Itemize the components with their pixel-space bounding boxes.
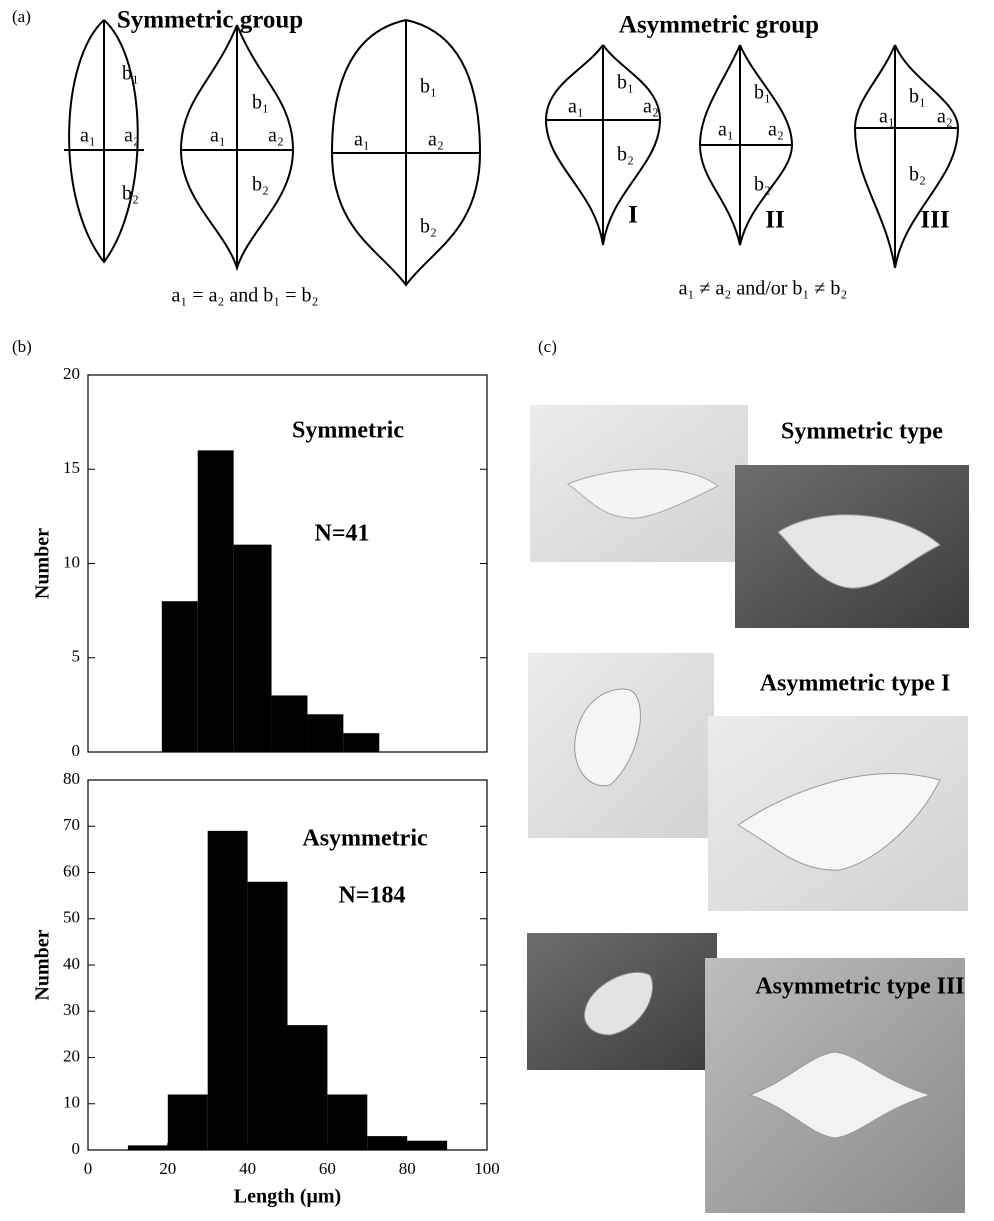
photo-title: Asymmetric type I	[760, 671, 951, 697]
dimension-label: a₁	[210, 125, 226, 147]
annotation: N=184	[338, 883, 405, 909]
bar	[327, 1094, 368, 1150]
bar	[367, 1136, 408, 1150]
group-title: Asymmetric group	[619, 12, 819, 39]
bar	[161, 601, 198, 752]
dimension-label: a₂	[268, 125, 284, 147]
dimension-label: b₁	[617, 72, 634, 94]
x-tick-label: 0	[84, 1159, 93, 1178]
bar	[407, 1140, 448, 1150]
photo-title: Symmetric type	[781, 419, 943, 445]
shape-numeral: II	[765, 207, 784, 234]
leaf-outline	[853, 44, 960, 269]
y-tick-label: 15	[63, 458, 80, 477]
dimension-label: a₁	[354, 129, 370, 151]
x-tick-label: 40	[239, 1159, 256, 1178]
y-tick-label: 20	[63, 1046, 80, 1065]
y-tick-label: 30	[63, 1000, 80, 1019]
y-tick-label: 10	[63, 552, 80, 571]
x-tick-label: 60	[319, 1159, 336, 1178]
shape-numeral: I	[628, 202, 638, 229]
dimension-label: b₂	[252, 174, 269, 196]
group-title: Symmetric group	[117, 7, 303, 34]
photo-title: Asymmetric type III	[755, 974, 964, 1000]
photo-particle	[777, 514, 941, 589]
y-tick-label: 60	[63, 861, 80, 880]
dimension-label: a₁	[879, 106, 895, 128]
photo-particle	[737, 773, 941, 871]
dimension-label: b₁	[909, 86, 926, 108]
x-axis-label: Length (μm)	[234, 1186, 341, 1208]
annotation: N=41	[314, 521, 369, 547]
dimension-label: a₂	[937, 106, 953, 128]
dimension-label: a₂	[124, 125, 140, 147]
photo-particle	[567, 468, 719, 519]
photo-particle	[574, 688, 641, 787]
annotation: Symmetric	[292, 418, 404, 444]
bar	[343, 733, 380, 752]
group-condition: a₁ ≠ a₂ and/or b₁ ≠ b₂	[679, 278, 848, 300]
dimension-label: b₂	[122, 183, 139, 205]
bar	[287, 1025, 328, 1150]
bar	[247, 881, 288, 1150]
dimension-label: a₂	[428, 129, 444, 151]
photo-particle	[583, 971, 654, 1036]
dimension-label: b₁	[420, 76, 437, 98]
x-tick-label: 20	[159, 1159, 176, 1178]
photo-particle	[748, 1051, 932, 1139]
y-tick-label: 10	[63, 1093, 80, 1112]
bar	[307, 714, 344, 752]
y-tick-label: 0	[72, 1139, 81, 1158]
y-tick-label: 5	[72, 647, 81, 666]
group-condition: a₁ = a₂ and b₁ = b₂	[171, 285, 318, 307]
bar	[197, 450, 234, 752]
bar	[167, 1094, 208, 1150]
dimension-label: b₁	[122, 63, 139, 85]
y-tick-label: 80	[63, 769, 80, 788]
dimension-label: a₁	[80, 125, 96, 147]
dimension-label: a₂	[643, 96, 659, 118]
y-tick-label: 70	[63, 815, 80, 834]
dimension-label: b₂	[754, 174, 771, 196]
dimension-label: a₂	[768, 119, 784, 141]
y-tick-label: 40	[63, 954, 80, 973]
shape-numeral: III	[920, 207, 949, 234]
dimension-label: a₁	[718, 119, 734, 141]
dimension-label: b₂	[909, 164, 926, 186]
y-axis-label: Number	[32, 929, 54, 1000]
photos	[527, 405, 969, 1213]
dimension-label: b₂	[617, 144, 634, 166]
x-tick-label: 80	[399, 1159, 416, 1178]
bar	[233, 544, 272, 752]
y-axis-label: Number	[32, 528, 54, 599]
panel-label: (b)	[12, 337, 32, 356]
dimension-label: b₂	[420, 216, 437, 238]
panel-label: (c)	[538, 337, 557, 356]
bar	[127, 1145, 168, 1150]
y-tick-label: 0	[72, 741, 81, 760]
x-tick-label: 100	[474, 1159, 500, 1178]
panel-label: (a)	[12, 7, 31, 26]
y-tick-label: 50	[63, 908, 80, 927]
dimension-label: a₁	[568, 96, 584, 118]
leaf-diagrams	[64, 19, 960, 287]
annotation: Asymmetric	[302, 826, 428, 852]
dimension-label: b₁	[252, 92, 269, 114]
dimension-label: b₁	[754, 82, 771, 104]
bar	[271, 695, 308, 752]
y-tick-label: 20	[63, 364, 80, 383]
bar	[207, 830, 248, 1150]
